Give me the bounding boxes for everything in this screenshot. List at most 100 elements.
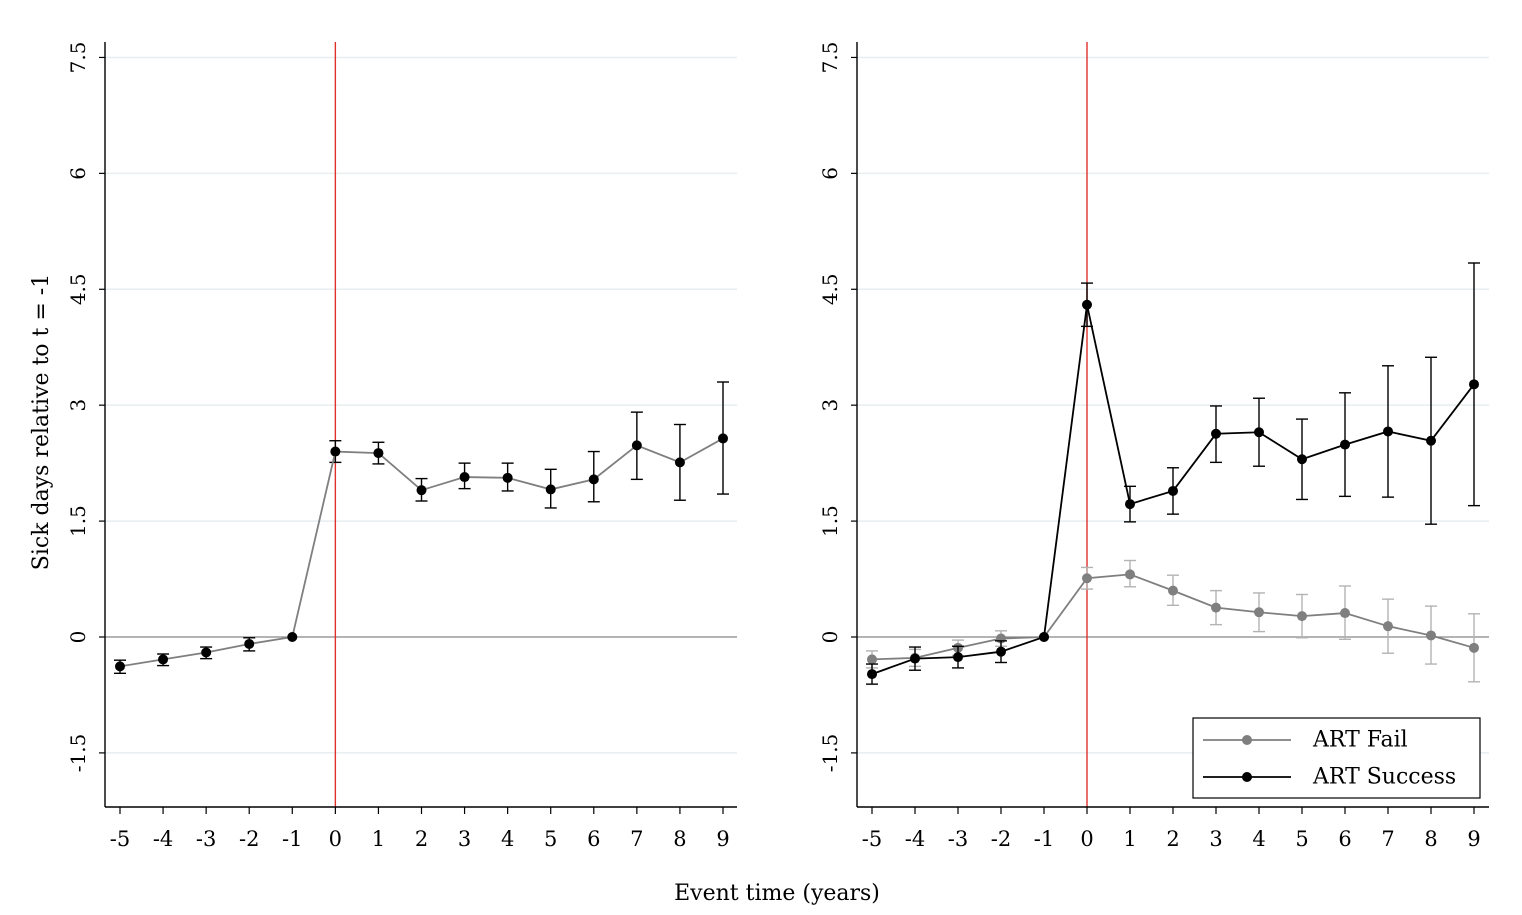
y-tick-label: 0 [66, 631, 90, 644]
x-tick-label: -3 [196, 827, 216, 851]
legend-swatch-marker [1242, 772, 1252, 782]
data-point [1082, 573, 1092, 584]
x-tick-label: 6 [587, 827, 600, 851]
x-tick-label: 9 [716, 827, 729, 851]
x-tick-label: 1 [1123, 827, 1136, 851]
x-tick-label: 2 [1166, 827, 1179, 851]
x-tick-label: -1 [1034, 827, 1054, 851]
x-tick-label: 6 [1338, 827, 1351, 851]
data-point [1426, 435, 1436, 446]
data-point [1211, 428, 1221, 439]
x-tick-label: 5 [1295, 827, 1308, 851]
y-tick-label: 1.5 [818, 505, 842, 537]
data-point [1211, 602, 1221, 613]
x-axis-title: Event time (years) [674, 881, 880, 906]
x-tick-label: -1 [282, 827, 302, 851]
data-point [631, 440, 642, 451]
data-point [1168, 485, 1178, 496]
legend-swatch-marker [1242, 735, 1252, 745]
x-tick-label: 7 [630, 827, 643, 851]
x-tick-label: 5 [544, 827, 557, 851]
y-tick-label: 7.5 [818, 42, 842, 74]
x-tick-label: 3 [1209, 827, 1222, 851]
left-panel: -1.5 0 1.5 3 4.5 6 7.5 -5 -4 -3 -2 -1 0 1 2 3 4 5 6 7 8 9 [66, 42, 737, 851]
x-tick-label: 7 [1381, 827, 1394, 851]
data-point [416, 485, 427, 496]
x-tick-label: -2 [239, 827, 259, 851]
legend: ART Fail ART Success [1192, 717, 1481, 799]
data-point [1125, 569, 1135, 580]
data-point [867, 669, 877, 680]
legend-label: ART Fail [1312, 728, 1408, 753]
data-point [1168, 585, 1178, 596]
data-point [867, 654, 877, 665]
y-tick-label: 6 [818, 167, 842, 180]
data-point [718, 433, 728, 444]
x-tick-label: 9 [1467, 827, 1480, 851]
data-point [1426, 630, 1436, 641]
data-point [1125, 499, 1135, 510]
x-tick-label: 0 [1080, 827, 1093, 851]
data-point [244, 638, 255, 649]
data-point [1297, 454, 1307, 465]
x-tick-label: -3 [948, 827, 968, 851]
data-point [1469, 642, 1479, 653]
y-tick-label: 4.5 [818, 273, 842, 305]
data-point [588, 474, 599, 485]
data-point [953, 652, 963, 663]
y-tick-label: 7.5 [66, 42, 90, 74]
data-point [459, 472, 470, 483]
data-point [1340, 608, 1350, 619]
data-point [502, 472, 513, 483]
x-tick-label: -5 [862, 827, 882, 851]
y-tick-label: 3 [818, 399, 842, 412]
x-tick-label: 2 [415, 827, 428, 851]
data-point [287, 632, 298, 642]
series-line [119, 437, 724, 668]
series-art-success [866, 262, 1480, 685]
x-tick-label: -5 [110, 827, 130, 851]
data-point [1383, 621, 1393, 632]
y-tick-label: 1.5 [66, 505, 90, 537]
right-panel: -1.5 0 1.5 3 4.5 6 7.5 -5 -4 -3 -2 -1 0 1 2 3 4 5 6 7 8 9 ART … [818, 42, 1489, 851]
x-tick-label: 8 [673, 827, 686, 851]
legend-box [1192, 717, 1481, 799]
data-point [545, 484, 556, 495]
y-tick-label: 3 [66, 399, 90, 412]
series-art-fail [866, 559, 1480, 683]
legend-label: ART Success [1312, 765, 1456, 790]
data-point [158, 654, 169, 665]
data-point [373, 448, 384, 459]
x-tick-label: -4 [153, 827, 173, 851]
data-point [910, 653, 920, 664]
data-point [1469, 379, 1479, 390]
y-tick-label: -1.5 [66, 734, 90, 773]
x-tick-label: 3 [458, 827, 471, 851]
data-point [996, 646, 1006, 657]
data-point [674, 457, 685, 468]
x-tick-label: 0 [329, 827, 342, 851]
y-tick-label: 4.5 [66, 273, 90, 305]
y-tick-label: 0 [818, 631, 842, 644]
data-point [1254, 427, 1264, 438]
x-tick-label: -2 [991, 827, 1011, 851]
x-tick-label: 4 [1252, 827, 1265, 851]
data-point [1039, 632, 1049, 642]
data-point [330, 446, 341, 457]
data-point [1082, 299, 1092, 310]
data-point [1254, 607, 1264, 618]
x-tick-label: -4 [905, 827, 925, 851]
x-tick-label: 1 [372, 827, 385, 851]
data-point [1383, 426, 1393, 437]
x-tick-label: 8 [1424, 827, 1437, 851]
y-tick-label: -1.5 [818, 734, 842, 773]
data-point [1340, 439, 1350, 450]
data-point [201, 647, 212, 658]
series-all [114, 381, 729, 675]
data-point [115, 661, 125, 672]
y-axis-title: Sick days relative to t = -1 [29, 274, 54, 570]
data-point [1297, 611, 1307, 622]
x-tick-label: 4 [501, 827, 514, 851]
y-tick-label: 6 [66, 167, 90, 180]
